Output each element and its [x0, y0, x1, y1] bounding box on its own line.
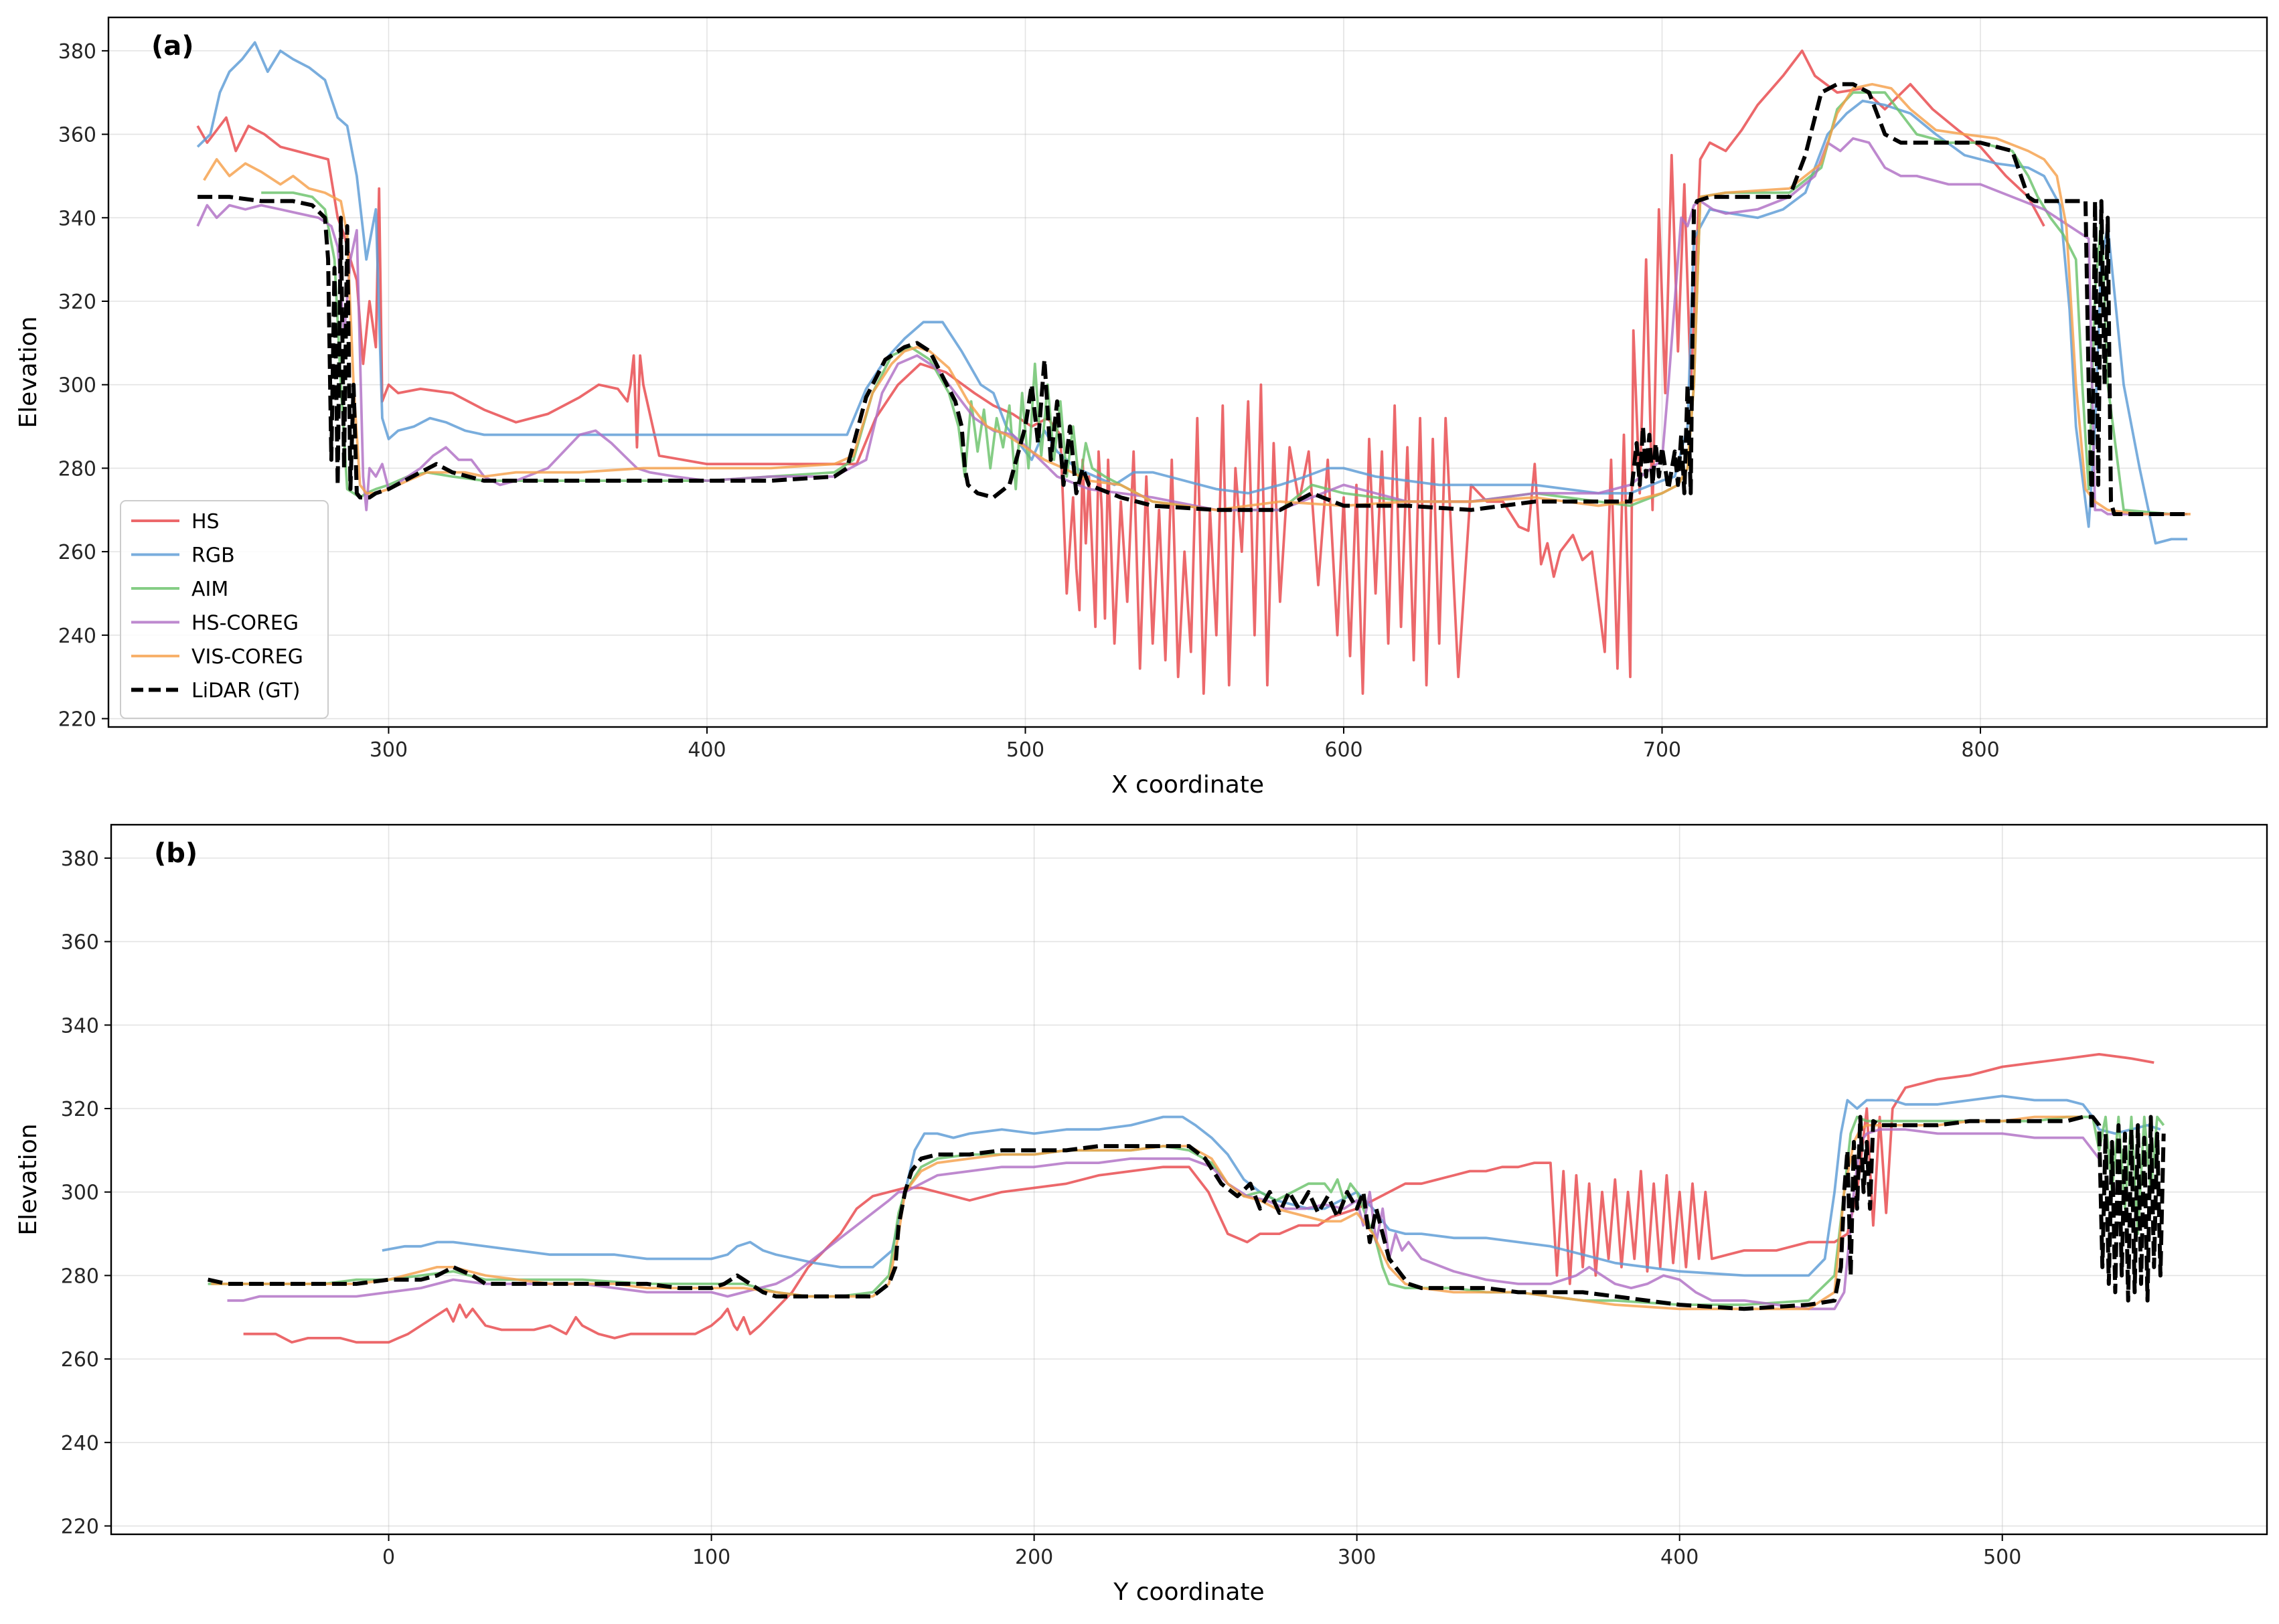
legend-label: HS-COREG [191, 612, 299, 635]
y-tick-label: 300 [61, 1182, 99, 1205]
x-tick-label: 200 [1015, 1546, 1053, 1569]
x-axis-label: X coordinate [1111, 771, 1264, 799]
legend-label: HS [191, 510, 220, 534]
x-tick-label: 800 [1961, 738, 1999, 762]
y-tick-label: 280 [61, 1265, 99, 1288]
x-tick-label: 400 [688, 738, 726, 762]
x-axis-label: Y coordinate [1113, 1578, 1264, 1606]
x-tick-label: 600 [1324, 738, 1362, 762]
series-line-rgb [196, 41, 2188, 545]
y-tick-label: 240 [61, 1432, 99, 1455]
series-line-lidar-gt [207, 1115, 2166, 1311]
axes-frame [107, 16, 2268, 728]
x-tick-label: 0 [382, 1546, 395, 1569]
legend-label: AIM [191, 578, 228, 601]
series-line-aim [261, 91, 2188, 515]
y-tick-label: 380 [61, 847, 99, 871]
series-line-hs-coreg [196, 137, 2188, 515]
x-tick-label: 500 [1983, 1546, 2021, 1569]
y-tick-label: 340 [61, 1014, 99, 1038]
panel-label: (b) [154, 838, 198, 869]
series-lines [207, 1053, 2166, 1344]
y-tick-label: 260 [58, 541, 96, 564]
legend-label: LiDAR (GT) [191, 679, 300, 703]
x-tick-label: 700 [1643, 738, 1681, 762]
y-tick-label: 260 [61, 1348, 99, 1372]
y-tick-label: 340 [58, 207, 96, 230]
y-axis-label: Elevation [15, 1123, 42, 1235]
y-tick-label: 240 [58, 625, 96, 648]
y-tick-label: 360 [61, 931, 99, 955]
plot-area [111, 825, 2267, 1534]
y-tick-label: 300 [58, 374, 96, 398]
axes-frame [110, 823, 2268, 1536]
y-tick-label: 320 [58, 291, 96, 314]
x-tick-label: 300 [370, 738, 408, 762]
series-line-hs [243, 1053, 2154, 1344]
series-lines [196, 41, 2191, 695]
y-tick-label: 320 [61, 1098, 99, 1121]
panel-b-line-chart: 0 100 200 300 400 500 220 240 260 280 300 320 340 360… [15, 823, 2268, 1606]
y-axis-label: Elevation [15, 316, 42, 428]
series-line-lidar-gt [198, 82, 2188, 516]
legend: HS RGB AIM HS-COREG VIS-COREG LiDAR (GT) [120, 500, 329, 719]
x-tick-label: 500 [1006, 738, 1044, 762]
y-tick-label: 220 [58, 708, 96, 732]
y-tick-label: 280 [58, 457, 96, 481]
legend-label: VIS-COREG [191, 645, 303, 669]
x-tick-label: 400 [1660, 1546, 1699, 1569]
series-line-hs-coreg [227, 1128, 2100, 1311]
x-tick-label: 100 [692, 1546, 730, 1569]
x-tick-label: 300 [1338, 1546, 1376, 1569]
series-line-hs [196, 50, 2045, 695]
panel-label: (a) [151, 31, 194, 62]
y-tick-label: 380 [58, 40, 96, 64]
y-tick-label: 360 [58, 124, 96, 147]
y-tick-label: 220 [61, 1516, 99, 1539]
panel-a-line-chart: 300 400 500 600 700 800 220 240 260 280 300 320 340 3… [15, 16, 2268, 799]
series-line-vis-coreg [203, 82, 2191, 515]
legend-label: RGB [191, 544, 235, 568]
